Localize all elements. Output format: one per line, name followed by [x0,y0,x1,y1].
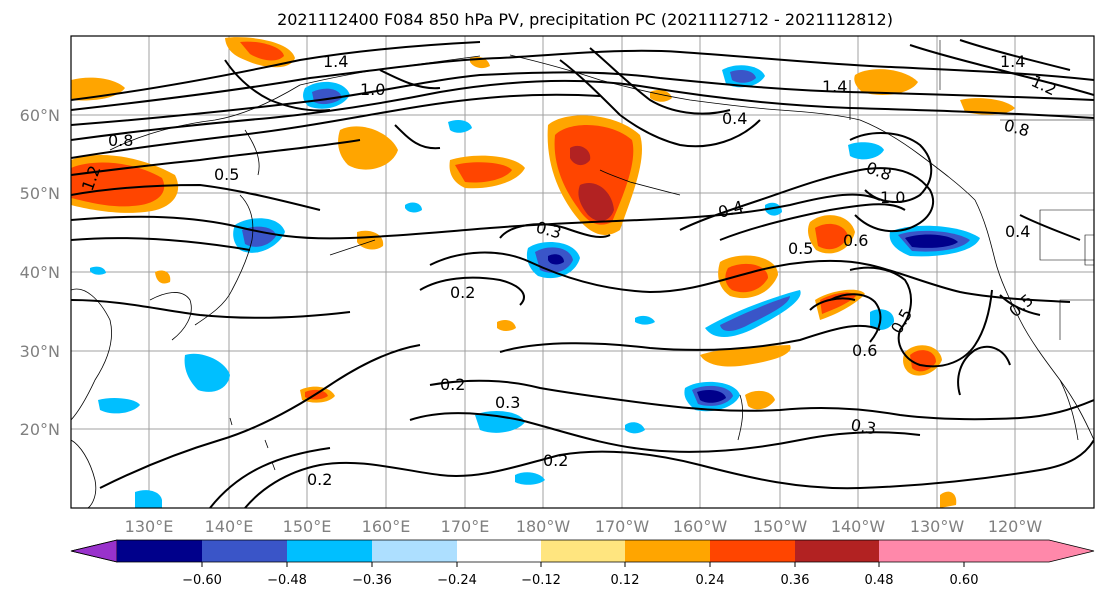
lon-label: 140°E [205,517,254,536]
colorbar-tick-label: 0.36 [781,573,810,588]
lat-label: 40°N [20,263,60,282]
contour-label: 0.2 [307,470,332,489]
contour-label: 1.4 [323,52,348,71]
precip-shading [71,37,1015,508]
colorbar-segment [287,540,372,562]
colorbar-tick-label: −0.36 [352,573,392,588]
colorbar-tick-label: −0.48 [267,573,307,588]
colorbar-segment [879,540,964,562]
contour-label: 0.5 [214,165,239,184]
colorbar-high-extend [964,540,1094,562]
colorbar-segment [117,540,202,562]
figure-title: 2021112400 F084 850 hPa PV, precipitatio… [277,10,893,29]
colorbar-outline [70,539,1095,563]
contour-label: 0.4 [1005,222,1030,241]
longitude-labels: 130°E 140°E 150°E 160°E 170°E 180°W 170°… [125,517,1043,536]
lon-label: 160°E [362,517,411,536]
lon-label: 170°W [595,517,650,536]
contour-label: 0.2 [440,375,465,394]
contour-label: 0.2 [543,451,568,470]
contour-label: 0.4 [722,109,747,128]
colorbar-segment [202,540,287,562]
lon-label: 170°E [441,517,490,536]
contour-label: 1.4 [822,77,847,96]
lon-label: 120°W [988,517,1043,536]
map-frame [70,35,1095,509]
pv-contours [71,39,1094,508]
contour-label: 0.2 [450,283,475,302]
map-panel: 1.4 1.0 1.2 0.8 0.5 0.2 0.3 0.4 0.6 0.5 … [70,35,1095,509]
colorbar-segment [795,540,879,562]
colorbar-segment [541,540,625,562]
lat-label: 50°N [20,184,60,203]
contour-label: 0.3 [849,415,877,438]
colorbar-ticks [201,562,965,567]
colorbar-segment [457,540,541,562]
colorbar-segment [625,540,710,562]
lat-label: 60°N [20,106,60,125]
lon-label: 150°E [283,517,332,536]
colorbar-tick-label: 0.24 [696,573,725,588]
colorbar-tick-label: −0.60 [182,573,222,588]
colorbar-tick-label: 0.12 [611,573,640,588]
colorbar-low-extend [70,539,118,563]
colorbar-segment [710,540,795,562]
contour-label: 1.4 [1000,52,1025,71]
lon-label: 130°E [125,517,174,536]
colorbar-tick-label: 0.48 [865,573,894,588]
lon-label: 150°W [753,517,808,536]
lat-label: 20°N [20,420,60,439]
contour-label: 0.6 [852,341,877,360]
lon-label: 160°W [673,517,728,536]
lat-label: 30°N [20,342,60,361]
contour-label: 0.5 [788,239,813,258]
borders [939,40,1094,340]
colorbar-tick-label: −0.12 [521,573,561,588]
colorbar-tick-label: −0.24 [437,573,477,588]
latitude-labels: 60°N 50°N 40°N 30°N 20°N [20,106,60,439]
colorbar-segment [372,540,457,562]
contour-label: 0.8 [108,131,133,150]
contour-label: 0.3 [495,393,520,412]
colorbar-tick-label: 0.60 [950,573,979,588]
lon-label: 180°W [516,517,571,536]
colorbar: −0.60 −0.48 −0.36 −0.24 −0.12 0.12 0.24 … [70,539,1095,588]
lon-label: 140°W [831,517,886,536]
lon-label: 130°W [910,517,965,536]
contour-label: 0.6 [843,231,868,250]
contour-label: 1.0 [880,188,905,207]
contour-label: 1.0 [360,80,385,99]
